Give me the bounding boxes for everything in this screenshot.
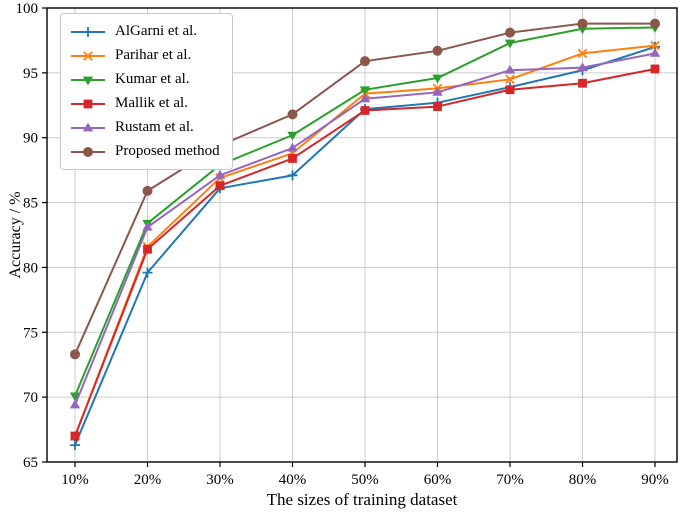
plot-frame [46, 7, 678, 463]
x-tick-label: 30% [206, 472, 234, 488]
marker-triangle-down [69, 392, 81, 402]
series-kumar-et-al [69, 24, 661, 402]
marker-square [578, 78, 587, 88]
legend-label: Mallik et al. [115, 95, 188, 111]
legend-label: Rustam et al. [115, 119, 194, 135]
marker-circle [432, 45, 443, 56]
legend-item-proposed-method: Proposed method [70, 140, 220, 163]
marker-plus [83, 26, 93, 37]
legend-label: Parihar et al. [115, 47, 192, 63]
marker-triangle-up [142, 221, 153, 231]
x-tick-label: 90% [641, 472, 669, 488]
marker-triangle-up [214, 169, 226, 179]
marker-circle [577, 18, 588, 29]
triangle-up-icon [71, 122, 105, 131]
marker-square [360, 106, 370, 115]
marker-square [433, 102, 442, 111]
marker-triangle-down [504, 39, 516, 49]
marker-square [505, 85, 515, 95]
x-tick-label: 70% [496, 472, 524, 488]
y-tick-label: 80 [23, 260, 38, 276]
legend-item-kumar-et-al: Kumar et al. [70, 68, 220, 91]
x-axis-title: The sizes of training dataset [266, 490, 458, 509]
marker-circle [287, 109, 298, 120]
y-axis-title: Accuracy / % [7, 191, 24, 279]
marker-square [215, 181, 225, 191]
legend-item-mallik-et-al: Mallik et al. [70, 92, 220, 115]
y-tick-label: 95 [23, 66, 38, 82]
square-icon [71, 99, 105, 108]
triangle-down-icon [71, 76, 105, 85]
legend-label: Proposed method [115, 143, 220, 159]
x-tick-label: 60% [424, 472, 452, 488]
marker-plus [70, 440, 80, 451]
marker-square [143, 244, 152, 254]
marker-circle [505, 27, 515, 38]
marker-x [83, 50, 93, 61]
x-tick-label: 40% [279, 472, 307, 488]
x-tick-label: 50% [351, 472, 379, 488]
marker-square [650, 64, 660, 74]
marker-x [650, 40, 660, 51]
marker-triangle-down [82, 76, 94, 85]
y-tick-label: 100 [16, 1, 39, 17]
marker-triangle-up [69, 399, 81, 409]
marker-circle [360, 56, 370, 67]
marker-triangle-down [359, 86, 371, 96]
series-rustam-et-al [69, 48, 661, 409]
y-tick-label: 70 [23, 390, 38, 406]
marker-triangle-up [649, 48, 661, 57]
marker-circle [83, 146, 93, 157]
x-tick-label: 80% [569, 472, 597, 488]
x-icon [71, 50, 105, 61]
marker-triangle-up [504, 64, 516, 74]
marker-x [505, 74, 515, 85]
marker-triangle-up [577, 62, 588, 72]
marker-square [83, 99, 93, 108]
series-mallik-et-al [70, 64, 660, 441]
y-tick-label: 90 [23, 131, 38, 147]
marker-circle [70, 349, 80, 360]
marker-circle [142, 185, 153, 196]
legend-item-algarni-et-al: AlGarni et al. [70, 20, 220, 43]
marker-x [577, 48, 588, 59]
marker-triangle-up [82, 122, 94, 131]
marker-plus [287, 170, 298, 181]
marker-triangle-up [432, 86, 443, 96]
marker-square [70, 431, 80, 441]
chart-legend: AlGarni et al. Parihar et al. Kumar et al.… [60, 13, 233, 170]
legend-item-rustam-et-al: Rustam et al. [70, 116, 220, 139]
legend-label: AlGarni et al. [115, 23, 198, 39]
marker-plus [142, 267, 153, 278]
plus-icon [71, 26, 105, 37]
marker-circle [650, 18, 660, 29]
x-tick-label: 10% [61, 472, 89, 488]
legend-item-parihar-et-al: Parihar et al. [70, 44, 220, 67]
legend-label: Kumar et al. [115, 71, 190, 87]
circle-icon [71, 146, 105, 157]
y-tick-label: 85 [23, 196, 38, 212]
marker-triangle-down [432, 74, 443, 84]
x-tick-label: 20% [134, 472, 162, 488]
marker-triangle-up [287, 142, 298, 152]
marker-triangle-up [359, 93, 371, 103]
marker-square [288, 154, 297, 163]
marker-triangle-down [287, 131, 298, 141]
y-tick-label: 75 [23, 325, 38, 341]
y-tick-label: 65 [23, 455, 38, 471]
